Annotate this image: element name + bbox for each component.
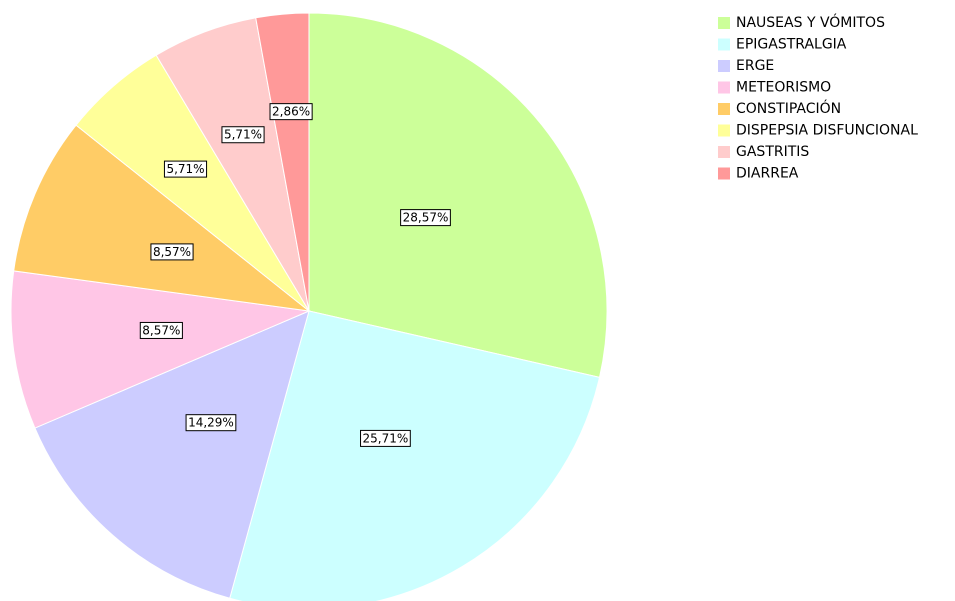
pie-slice [229,310,601,601]
data-label: 5,71% [221,126,265,144]
legend-label: EPIGASTRALGIA [736,37,847,53]
legend-label: GASTRITIS [736,144,809,160]
legend-swatch [718,81,730,94]
data-label-box [163,160,208,178]
data-label-text: 28,57% [403,211,449,225]
data-label-box [139,321,183,339]
data-label-text: 5,71% [166,162,204,176]
pie-slice [308,12,608,378]
data-label: 5,71% [163,160,208,178]
legend-swatch [718,167,730,180]
data-label: 8,57% [150,243,194,261]
data-label-box [221,126,265,144]
data-label-text: 5,71% [224,128,262,142]
data-label: 8,57% [139,321,183,339]
data-label: 14,29% [185,414,237,432]
pie-slice [34,310,310,599]
data-label-box [400,209,451,227]
legend-label: CONSTIPACIÓN [736,99,841,117]
legend-swatch [718,60,730,72]
data-label: 2,86% [269,103,313,121]
data-label-text: 2,86% [272,105,310,119]
data-label-text: 14,29% [188,416,234,430]
data-label-box [269,103,313,121]
data-label-text: 8,57% [142,323,180,337]
data-label-box [360,429,411,447]
pie-slice [13,124,311,312]
legend-label: DISPEPSIA DISFUNCIONAL [736,123,918,139]
legend-swatch [718,17,730,29]
legend-swatch [718,124,730,137]
pie-slice [10,270,311,429]
legend-swatch [718,146,730,158]
legend-label: METEORISMO [736,80,831,96]
pie-slice [255,12,310,312]
data-label: 28,57% [400,209,451,227]
legend-label: ERGE [736,58,774,74]
data-label-box [185,414,237,432]
legend-label: DIARREA [736,166,799,182]
data-label-text: 25,71% [363,431,409,445]
legend-label: NAUSEAS Y VÓMITOS [736,13,885,31]
data-label-text: 8,57% [153,245,191,259]
data-label: 25,71% [360,429,411,447]
legend-swatch [718,103,730,115]
data-label-box [150,243,194,261]
legend-swatch [718,38,730,51]
